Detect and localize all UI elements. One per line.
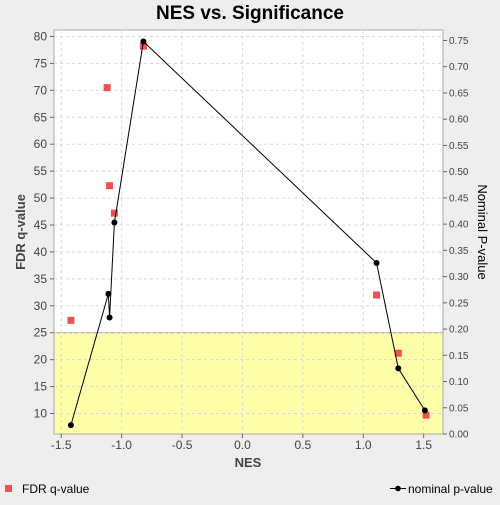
y-left-tick-label: 10 xyxy=(34,407,48,421)
axis-layer: -1.5 -1.0 -0.5 0.0 0.5 1.0 1.5 10 15 20 25 30 35 40 45… xyxy=(34,29,469,452)
pvalue-point xyxy=(140,38,147,45)
y-left-tick-label: 35 xyxy=(34,272,48,286)
fdr-point xyxy=(422,411,430,419)
y-left-tick-label: 25 xyxy=(34,326,48,340)
y-left-tick-label: 15 xyxy=(34,380,48,394)
fdr-point xyxy=(67,316,75,324)
legend-pvalue-label: nominal p-value xyxy=(408,482,493,496)
y-left-tick-label: 80 xyxy=(34,29,48,43)
y-right-tick-label: 0.10 xyxy=(449,377,469,388)
chart-title: NES vs. Significance xyxy=(156,3,344,24)
y-right-tick-label: 0.75 xyxy=(449,36,469,47)
legend-fdr-marker xyxy=(5,485,12,492)
x-tick-label: -1.5 xyxy=(51,438,72,452)
significance-band xyxy=(54,332,443,434)
y-left-tick-label: 20 xyxy=(34,353,48,367)
y-right-tick-label: 0.65 xyxy=(449,88,469,99)
y-left-tick-label: 55 xyxy=(34,164,48,178)
pvalue-point xyxy=(111,219,118,226)
y-right-tick-label: 0.60 xyxy=(449,115,469,126)
pvalue-line xyxy=(70,40,426,426)
y-right-tick-label: 0.55 xyxy=(449,141,469,152)
pvalue-point xyxy=(395,365,402,372)
y-right-tick-label: 0.20 xyxy=(449,325,469,336)
y-left-tick-label: 70 xyxy=(34,83,48,97)
y-right-tick-label: 0.30 xyxy=(449,272,469,283)
fdr-point xyxy=(106,182,114,190)
y-right-tick-label: 0.70 xyxy=(449,62,469,73)
x-tick-label: 0.0 xyxy=(234,438,251,452)
x-tick-label: 1.0 xyxy=(355,438,372,452)
legend-pvalue-marker xyxy=(395,485,401,492)
fdr-point xyxy=(139,42,147,50)
x-tick-label: -0.5 xyxy=(172,438,193,452)
y-left-tick-label: 30 xyxy=(34,299,48,313)
y-right-tick-label: 0.40 xyxy=(449,220,469,231)
highlight-band-layer xyxy=(54,332,443,434)
fdr-point xyxy=(110,209,118,217)
pvalue-point xyxy=(105,290,112,297)
pvalue-point xyxy=(421,407,428,414)
grid-layer xyxy=(54,30,443,434)
fdr-point xyxy=(373,291,381,299)
y-left-tick-label: 50 xyxy=(34,191,48,205)
y-right-tick-label: 0.35 xyxy=(449,246,469,257)
y-left-tick-label: 60 xyxy=(34,137,48,151)
y-left-tick-label: 65 xyxy=(34,110,48,124)
pvalue-point xyxy=(373,259,380,266)
y-right-tick-label: 0.25 xyxy=(449,298,469,309)
legend-fdr-label: FDR q-value xyxy=(22,482,90,496)
fdr-point xyxy=(394,349,402,357)
x-tick-label: 0.5 xyxy=(295,438,312,452)
y-right-tick-label: 0.50 xyxy=(449,167,469,178)
pvalue-point xyxy=(106,314,113,321)
legend: FDR q-value nominal p-value xyxy=(5,482,493,496)
y-left-tick-label: 75 xyxy=(34,56,48,70)
y-right-axis-label: Nominal P-value xyxy=(475,184,490,279)
x-tick-label: -1.0 xyxy=(111,438,132,452)
fdr-point xyxy=(103,84,111,92)
y-left-axis-label: FDR q-value xyxy=(13,194,28,270)
y-right-tick-label: 0.00 xyxy=(449,430,469,441)
series-layer xyxy=(67,38,430,429)
y-left-tick-label: 40 xyxy=(34,245,48,259)
y-left-tick-label: 45 xyxy=(34,218,48,232)
y-right-tick-label: 0.05 xyxy=(449,403,469,414)
pvalue-point xyxy=(67,422,74,429)
y-right-tick-label: 0.45 xyxy=(449,193,469,204)
y-right-tick-label: 0.15 xyxy=(449,351,469,362)
x-tick-label: 1.5 xyxy=(415,438,432,452)
x-axis-label: NES xyxy=(235,455,262,470)
